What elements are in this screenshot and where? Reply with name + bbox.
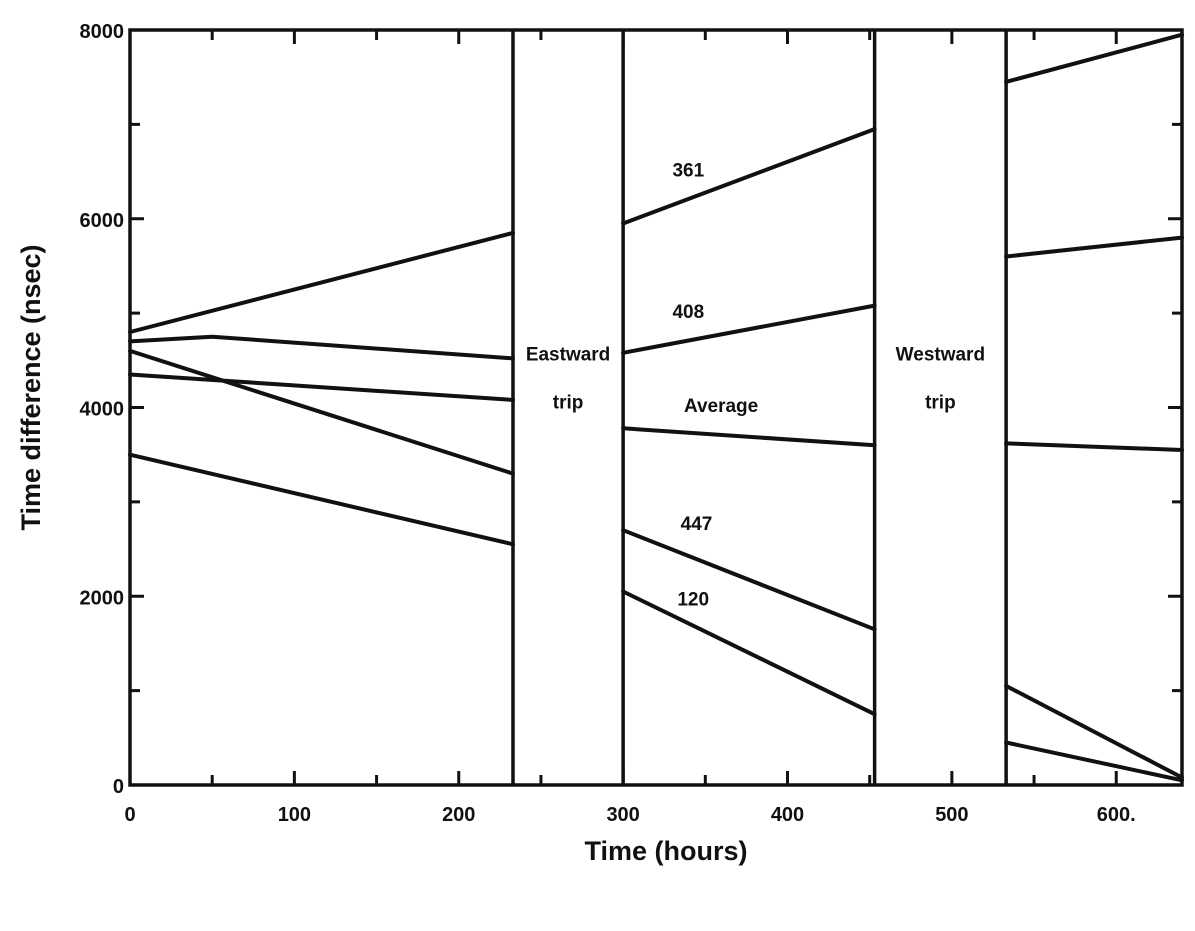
y-tick-label-0: 0	[113, 776, 124, 798]
series-1-segment-1	[621, 303, 877, 355]
x-axis-title: Time (hours)	[584, 836, 747, 866]
series-0-segment-1	[621, 127, 877, 226]
trip-0-label-line1: Eastward	[526, 344, 610, 365]
x-tick-label-2: 200	[442, 804, 475, 826]
trip-0-label-line2: trip	[553, 392, 584, 413]
trip-1-label-line1: Westward	[896, 344, 985, 365]
x-tick-label-0: 0	[124, 804, 135, 826]
y-tick-label-4: 8000	[80, 21, 125, 43]
series-2-segment-2	[1004, 441, 1184, 452]
y-axis-title: Time difference (nsec)	[16, 244, 46, 530]
y-tick-label-1: 2000	[80, 587, 125, 609]
y-tick-label-3: 6000	[80, 210, 125, 232]
series-4-segment-0	[128, 452, 515, 547]
series-3-segment-2	[1004, 683, 1184, 780]
series-0-segment-2	[1004, 32, 1184, 84]
series-1-segment-0	[128, 334, 515, 361]
y-tick-label-2: 4000	[80, 399, 125, 421]
series-4-segment-2	[1004, 740, 1184, 783]
tick-labels: 0 100 200 300 400 500 600. 0 2000 4000 6000 8000	[80, 21, 1136, 826]
x-tick-label-5: 500	[935, 804, 968, 826]
x-tick-label-1: 100	[278, 804, 311, 826]
series-annotations: 361 408 Average 447 120	[672, 160, 758, 610]
annotation-0: 361	[672, 160, 704, 181]
axis-ticks	[128, 28, 1182, 787]
annotation-2: Average	[684, 396, 758, 417]
series-3-segment-1	[621, 528, 877, 632]
annotation-1: 408	[672, 302, 704, 323]
series-2-segment-1	[621, 426, 877, 448]
series-group	[128, 32, 1184, 783]
x-tick-label-3: 300	[606, 804, 639, 826]
series-2-segment-0	[128, 372, 515, 402]
series-3-segment-0	[128, 348, 515, 476]
annotation-3: 447	[681, 514, 713, 535]
series-4-segment-1	[621, 589, 877, 717]
trip-bands	[511, 30, 1008, 785]
x-tick-label-4: 400	[771, 804, 804, 826]
series-0-segment-0	[128, 230, 515, 334]
trip-labels: Eastward trip Westward trip	[526, 344, 985, 413]
trip-1-label-line2: trip	[925, 392, 956, 413]
annotation-4: 120	[677, 590, 709, 611]
x-tick-label-6: 600.	[1097, 804, 1136, 826]
series-1-segment-2	[1004, 235, 1184, 259]
